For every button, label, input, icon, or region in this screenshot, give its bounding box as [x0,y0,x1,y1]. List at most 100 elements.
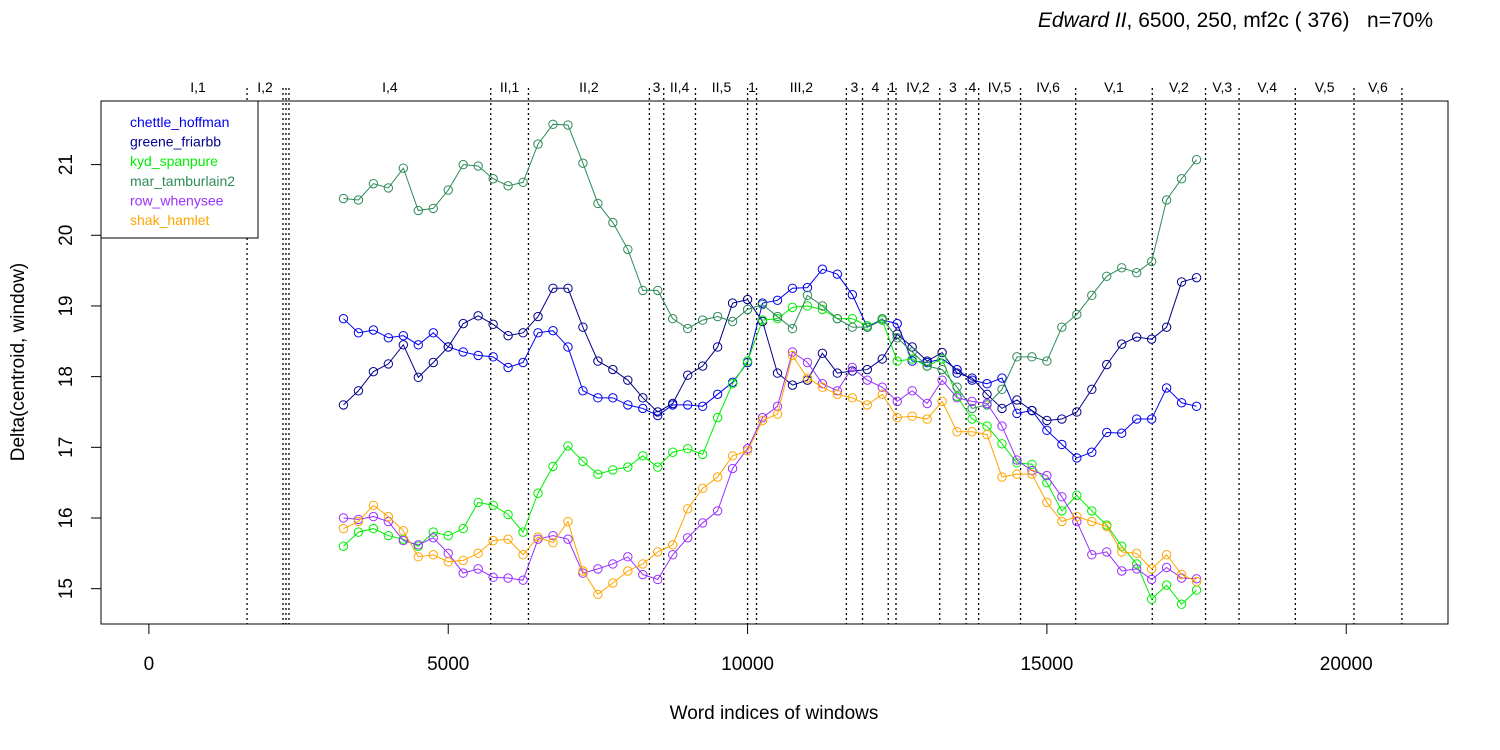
data-point [1027,459,1037,469]
data-point [353,195,364,205]
data-point [488,500,498,510]
data-point [638,285,648,296]
data-point [1057,322,1067,332]
data-point [772,295,783,306]
scene-markers: I,1 I,2 I,4 II,1 II,2 3 II,4 II,5 1 III,2 3 4 1 IV,2 3… [190,79,1403,624]
data-point [353,514,364,525]
data-point [398,163,409,173]
data-point [802,282,813,293]
data-point [398,340,409,350]
data-point [368,523,379,534]
data-point [428,328,438,338]
data-point [623,462,633,472]
data-point [1102,359,1112,370]
scene-label: IV,5 [988,79,1012,95]
data-point [697,483,708,494]
x-tick-label: 10000 [721,654,774,675]
data-point [1072,309,1082,320]
data-point [817,379,828,389]
series-line [343,351,1197,581]
data-point [712,472,723,482]
data-point [473,564,483,574]
data-point [697,518,708,528]
data-point [413,340,423,350]
data-point [383,511,394,522]
data-point [533,532,543,542]
data-point [1072,407,1082,417]
data-point [682,504,693,514]
data-point [1131,564,1142,574]
data-point [1042,415,1052,426]
data-point [548,538,558,548]
data-point [682,323,693,334]
data-point [413,552,423,562]
data-point [952,393,962,403]
legend-entry: shak_hamlet [130,212,209,228]
data-point [952,427,962,437]
scene-label: IV,2 [906,79,930,95]
data-point [997,421,1007,431]
data-point [533,328,543,338]
data-point [1087,384,1097,395]
data-point [1131,332,1142,342]
data-point [488,352,498,362]
data-point [682,370,693,380]
data-point [757,415,768,426]
data-point [1161,562,1172,573]
data-point [458,159,468,170]
data-point [892,333,902,343]
data-point [982,429,992,440]
legend-entry: chettle_hoffman [130,114,229,130]
data-point [653,285,663,296]
data-point [1161,580,1172,590]
data-point [608,559,618,569]
scene-label: 3 [653,79,661,95]
data-point [428,357,438,368]
data-point [1191,401,1202,412]
data-point [428,533,438,543]
data-point [787,380,798,390]
data-point [383,516,394,527]
data-point [1042,470,1052,481]
data-point [772,368,783,378]
series-line [343,305,1197,605]
data-point [383,530,394,541]
data-point [712,342,723,352]
data-point [368,178,379,189]
data-point [668,550,678,560]
data-point [922,414,932,424]
series-line [343,268,1197,459]
data-point [1072,453,1082,463]
scene-label: V,1 [1104,79,1124,95]
data-point [593,589,603,600]
data-point [967,427,977,437]
data-point [368,511,379,522]
data-point [353,527,364,537]
data-point [593,469,603,479]
data-point [937,354,947,364]
scene-label: 4 [871,79,879,95]
data-point [997,439,1007,449]
data-point [862,322,872,332]
data-point [832,386,843,396]
data-point [832,269,843,279]
data-point [608,364,618,375]
data-point [817,264,828,274]
data-point [682,400,693,410]
data-point [1191,154,1202,165]
x-tick-label: 0 [144,654,155,675]
data-point [1176,569,1187,580]
data-point [712,311,723,322]
data-point [682,444,693,454]
y-tick-label: 17 [56,437,77,458]
data-point [383,333,394,343]
data-point [1042,356,1052,366]
legend-entry: mar_tamburlain2 [130,173,235,189]
data-point [608,217,618,228]
data-point [1012,352,1022,362]
data-point [787,350,798,361]
data-point [413,372,423,383]
scene-label: II,4 [670,79,690,95]
data-point [653,407,663,417]
data-point [563,516,573,527]
